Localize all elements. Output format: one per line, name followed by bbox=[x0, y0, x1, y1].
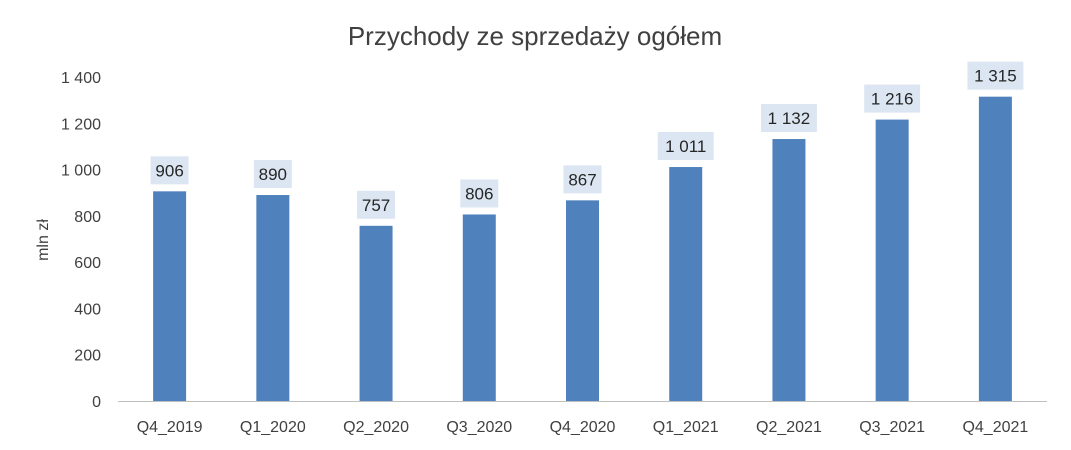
x-tick-label: Q3_2020 bbox=[446, 419, 512, 436]
data-label: 1 011 bbox=[665, 137, 706, 156]
y-tick-label: 600 bbox=[74, 255, 101, 272]
chart-title: Przychody ze sprzedaży ogółem bbox=[348, 21, 722, 51]
data-label-box bbox=[357, 190, 396, 219]
bar bbox=[359, 225, 393, 401]
data-label: 806 bbox=[465, 184, 493, 203]
bars bbox=[153, 96, 1012, 402]
data-label: 1 132 bbox=[768, 109, 811, 128]
x-tick-label: Q1_2020 bbox=[240, 419, 306, 436]
data-label: 867 bbox=[568, 170, 596, 189]
bar bbox=[153, 191, 187, 401]
data-label: 757 bbox=[362, 196, 390, 215]
bar bbox=[772, 139, 806, 401]
bar bbox=[978, 96, 1012, 402]
data-label: 1 216 bbox=[871, 90, 914, 109]
y-tick-label: 1 000 bbox=[61, 163, 101, 180]
x-tick-label: Q2_2021 bbox=[756, 419, 822, 436]
bar bbox=[875, 119, 909, 401]
data-label-box bbox=[657, 132, 714, 161]
bar bbox=[256, 195, 290, 401]
y-tick-label: 1 400 bbox=[61, 70, 101, 87]
data-label: 906 bbox=[155, 161, 183, 180]
y-tick-label: 200 bbox=[74, 348, 101, 365]
y-tick-label: 400 bbox=[74, 301, 101, 318]
x-tick-label: Q3_2021 bbox=[859, 419, 925, 436]
y-tick-label: 800 bbox=[74, 209, 101, 226]
data-label-box bbox=[760, 104, 817, 133]
data-label-box bbox=[253, 160, 292, 189]
y-tick-label: 0 bbox=[92, 394, 101, 411]
data-label-box bbox=[967, 61, 1024, 90]
x-tick-label: Q1_2021 bbox=[653, 419, 719, 436]
data-label: 1 315 bbox=[974, 67, 1017, 86]
y-tick-label: 1 200 bbox=[61, 116, 101, 133]
data-label-box bbox=[563, 165, 602, 194]
x-tick-label: Q4_2019 bbox=[137, 419, 203, 436]
bar bbox=[669, 167, 703, 401]
data-label-box bbox=[864, 84, 921, 113]
x-axis-ticks: Q4_2019 Q1_2020 Q2_2020 Q3_2020 Q4_2020 Q1_20… bbox=[137, 419, 1029, 436]
data-label-box bbox=[150, 156, 189, 185]
x-tick-label: Q4_2020 bbox=[550, 419, 616, 436]
bar bbox=[462, 214, 496, 401]
x-tick-label: Q4_2021 bbox=[962, 419, 1028, 436]
data-label: 890 bbox=[259, 165, 287, 184]
bar bbox=[566, 200, 599, 401]
y-axis-label: mln zł bbox=[35, 219, 52, 261]
x-tick-label: Q2_2020 bbox=[343, 419, 409, 436]
y-axis-ticks: 0 200 400 600 800 1 000 1 200 1 400 bbox=[61, 70, 101, 411]
data-labels: 906 890 757 806 867 1 011 1 132 1 216 1 315 bbox=[150, 61, 1024, 219]
data-label-box bbox=[460, 179, 499, 208]
